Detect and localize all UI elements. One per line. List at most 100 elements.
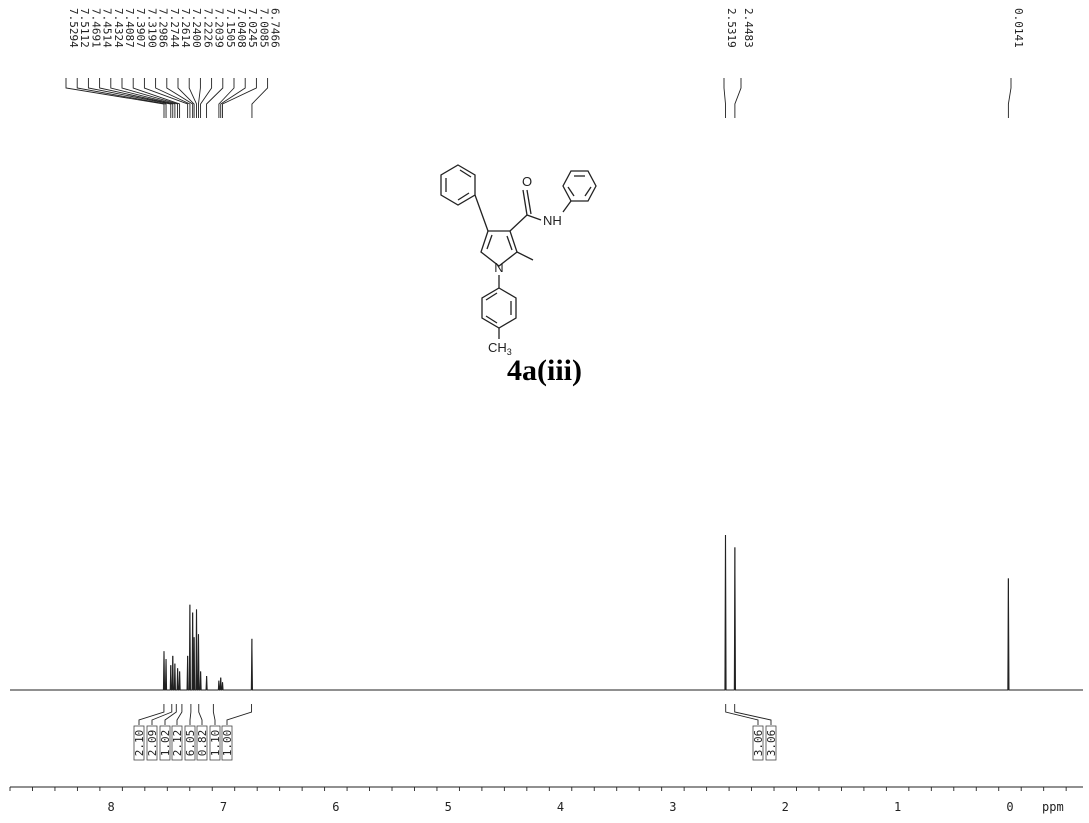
integral-value: 1.10 xyxy=(209,730,222,757)
integral-connector xyxy=(226,704,253,725)
integral-connector xyxy=(734,704,772,725)
peak-label-connector xyxy=(177,78,195,118)
integral-value: 6.05 xyxy=(184,730,197,757)
peak-label-connector xyxy=(132,78,181,118)
peak-label-connector xyxy=(200,78,213,118)
peak-label-connector xyxy=(99,78,174,118)
peak-label-connector xyxy=(222,78,257,118)
peak-label: 7.2226 xyxy=(201,8,214,48)
integral-box xyxy=(209,725,221,761)
x-tick-label: 5 xyxy=(445,800,452,814)
peak-label-connector xyxy=(166,78,194,118)
x-tick-label: 8 xyxy=(108,800,115,814)
peak-label: 7.0085 xyxy=(257,8,270,48)
integral-value: 1.02 xyxy=(159,730,172,757)
peak-label-connector xyxy=(220,78,246,118)
integral-connector xyxy=(164,704,177,725)
peak-label: 7.5112 xyxy=(78,8,91,48)
integral-value: 3.06 xyxy=(765,730,778,757)
pyrrole-double-bond xyxy=(506,235,513,251)
peak-group xyxy=(163,535,1009,690)
integral-box xyxy=(752,725,764,761)
integral-value: 0.82 xyxy=(196,730,209,757)
peak-label: 7.5294 xyxy=(67,8,80,48)
peak-label: 7.4691 xyxy=(89,8,102,48)
integral-connector xyxy=(138,704,165,725)
peak-label-connector xyxy=(218,78,235,118)
peak-label-connector xyxy=(87,78,172,118)
peak-label: 7.4324 xyxy=(112,8,125,48)
pyrrole-double-bond xyxy=(486,234,493,250)
chemical-structure xyxy=(440,164,597,339)
bond xyxy=(474,194,489,232)
peak-label-connector xyxy=(155,78,191,118)
integral-value: 1.00 xyxy=(221,730,234,757)
carbonyl-bond xyxy=(526,189,532,215)
atom-label: N xyxy=(494,260,503,275)
peak-label: 7.2614 xyxy=(179,8,192,48)
phenyl-ring-left xyxy=(440,164,476,206)
x-tick-label: 1 xyxy=(894,800,901,814)
x-tick-label: 6 xyxy=(332,800,339,814)
integral-box xyxy=(133,725,145,761)
tolyl-double-bond xyxy=(485,292,498,301)
integral-box xyxy=(221,725,233,761)
integral-box xyxy=(184,725,196,761)
peak-label: 0.0141 xyxy=(1012,8,1025,48)
peak-label: 7.4087 xyxy=(123,8,136,48)
peak-label: 2.4483 xyxy=(742,8,755,48)
atom-label: O xyxy=(522,174,532,189)
x-tick-label: 4 xyxy=(557,800,564,814)
peak-label: 7.2986 xyxy=(157,8,170,48)
peak-label: 2.5319 xyxy=(725,8,738,48)
integral-box xyxy=(171,725,183,761)
x-axis-unit: ppm xyxy=(1042,800,1064,814)
integral-box xyxy=(765,725,777,761)
methyl-bond xyxy=(516,251,534,261)
bond xyxy=(562,200,572,213)
peak-label-connector xyxy=(1007,78,1012,118)
peak-label-group: 7.52947.51127.46917.45147.43247.40877.39… xyxy=(65,8,1025,118)
atom-label: NH xyxy=(543,213,562,228)
peak-label-connector xyxy=(65,78,165,118)
peak-label: 7.1505 xyxy=(224,8,237,48)
integral-connector xyxy=(151,704,173,725)
phenyl-ring-left-double-bond xyxy=(457,192,470,201)
peak-label: 7.0245 xyxy=(246,8,259,48)
peak-label-connector xyxy=(143,78,189,118)
structure-labels: O NH N CH3 xyxy=(488,174,562,357)
bond xyxy=(526,214,542,221)
peak-label-connector xyxy=(188,78,197,118)
peak-label-connector xyxy=(198,78,201,118)
x-axis: 8 7 6 5 4 3 2 1 0 ppm xyxy=(9,786,1083,814)
phenyl-ring-right-double-bond xyxy=(584,186,592,197)
integral-box xyxy=(196,725,208,761)
peak-label-connector xyxy=(734,78,742,118)
peak-label: 6.7466 xyxy=(269,8,282,48)
integral-value: 2.10 xyxy=(133,730,146,757)
compound-label: 4a(iii) xyxy=(507,354,582,387)
integral-value: 2.12 xyxy=(171,730,184,757)
phenyl-ring-right-double-bond xyxy=(567,186,575,197)
integral-box xyxy=(146,725,158,761)
peak-label: 7.2744 xyxy=(168,8,181,48)
peak-label: 7.2039 xyxy=(213,8,226,48)
tolyl-double-bond xyxy=(485,315,498,324)
bond xyxy=(509,214,528,232)
phenyl-ring-right xyxy=(562,170,597,202)
peak-label-connector xyxy=(251,78,269,118)
integral-connector xyxy=(212,704,216,725)
peak-label-connector xyxy=(121,78,179,118)
integral-group: 2.10 2.09 1.02 2.12 6.05 0.82 1.10 1.00 3.06 3.06 xyxy=(133,704,778,761)
phenyl-ring-left-double-bond xyxy=(459,169,472,178)
integral-connector xyxy=(176,704,183,725)
peak-label-connector xyxy=(110,78,176,118)
peak-label-connector xyxy=(723,78,726,118)
carbonyl-bond xyxy=(522,189,528,216)
peak-label: 7.3907 xyxy=(134,8,147,48)
x-tick-label: 2 xyxy=(782,800,789,814)
integral-value: 3.06 xyxy=(752,730,765,757)
peak-label-connector xyxy=(206,78,224,118)
